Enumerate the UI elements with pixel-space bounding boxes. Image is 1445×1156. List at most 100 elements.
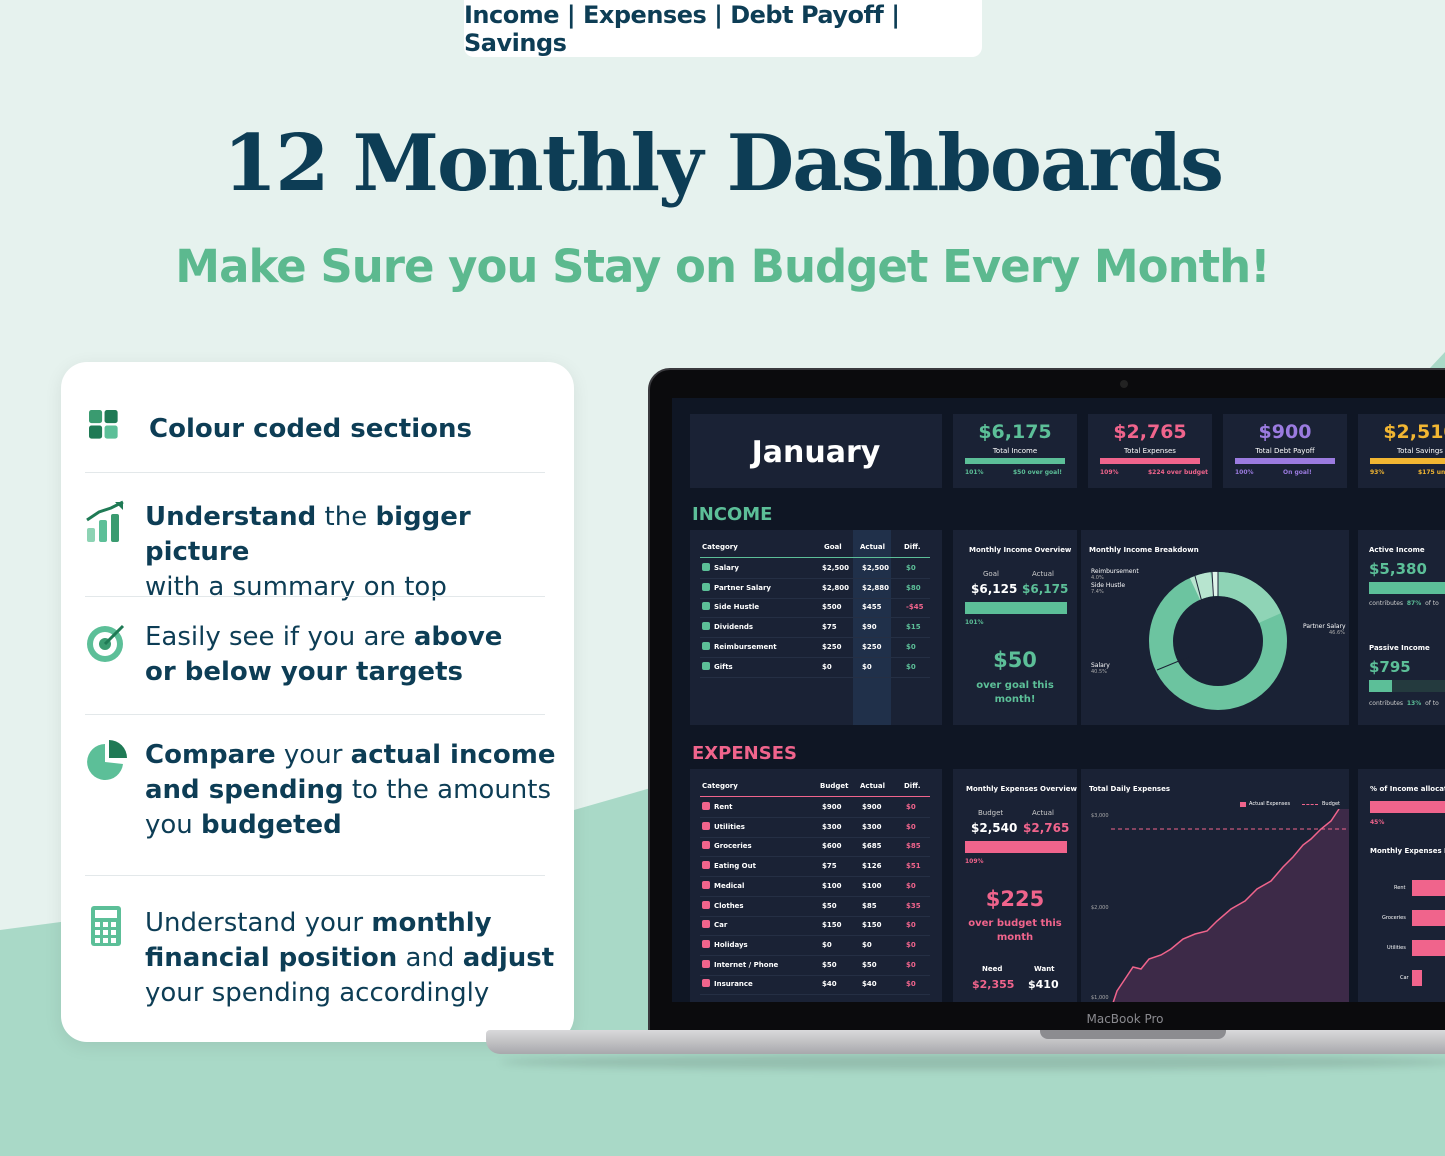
actual-label: Actual [1032, 570, 1054, 578]
page-subtitle: Make Sure you Stay on Budget Every Month… [175, 240, 1270, 293]
allocation-pct: 45% [1370, 819, 1385, 826]
row-category: Insurance [714, 980, 753, 989]
row-actual: $250 [862, 642, 882, 651]
row-actual: $40 [862, 980, 877, 989]
row-actual: $900 [862, 803, 882, 811]
row-goal: $300 [822, 822, 842, 831]
y-tick-1000: $1,000 [1091, 995, 1109, 1001]
feature-5-bold-3: adjust [462, 943, 555, 973]
table-row: Groceries $600 $685 $85 [700, 837, 930, 858]
col-header: Category [702, 543, 738, 551]
target-icon [87, 624, 125, 662]
kpi-pct: 101% [965, 469, 984, 476]
feature-5-text-1: Understand your [145, 908, 372, 938]
expenses-allocation-panel: % of Income allocate 45% Monthly Expense… [1358, 769, 1445, 1002]
category-icon [702, 861, 710, 870]
dashboard-screen: January $6,175 Total Income 101% $50 ove… [672, 398, 1445, 1002]
kpi-note: $50 over goal! [1013, 469, 1063, 476]
row-category: Clothes [714, 901, 744, 910]
feature-3-text-1: Easily see if you are [145, 622, 414, 652]
income-table-header: Category Goal Actual Diff. [700, 538, 930, 558]
kpi-value: $6,175 [978, 421, 1052, 443]
row-goal: $600 [822, 842, 842, 851]
laptop-shadow [500, 1054, 1445, 1070]
divider [85, 875, 545, 876]
legend-partner-salary: Partner Salary [1303, 623, 1346, 630]
row-diff: $0 [906, 960, 916, 969]
bar-label: Car [1400, 975, 1409, 981]
income-progress-bar [965, 602, 1067, 614]
expenses-progress-bar [965, 841, 1067, 853]
income-donut-chart [1149, 571, 1287, 710]
allocation-bar [1370, 801, 1445, 813]
want-value: $410 [1028, 978, 1059, 991]
category-icon [702, 880, 710, 889]
active-income-value: $5,380 [1369, 560, 1427, 578]
feature-2-bold-2: bigger picture [145, 502, 471, 567]
row-category: Utilities [714, 822, 745, 831]
divider [85, 472, 545, 473]
feature-5-text-2: and [397, 943, 463, 973]
kpi-bar [965, 458, 1065, 464]
row-actual: $85 [862, 901, 877, 910]
legend-side-hustle: Side Hustle [1091, 582, 1126, 589]
row-diff: $0 [906, 881, 916, 890]
need-label: Need [982, 965, 1003, 973]
row-actual: $0 [862, 940, 872, 949]
kpi-note: $175 under [1418, 469, 1445, 476]
calculator-icon [91, 906, 121, 946]
bar-groceries [1412, 910, 1445, 926]
row-category: Side Hustle [714, 603, 760, 612]
laptop-base [486, 1030, 1445, 1054]
feature-5-bold-2: financial position [145, 943, 398, 973]
category-icon [702, 920, 710, 929]
bar-label: Rent [1394, 885, 1406, 891]
legend-actual: Actual Expenses [1249, 801, 1291, 807]
col-header: Diff. [904, 782, 921, 790]
laptop-notch [1040, 1030, 1226, 1039]
row-category: Gifts [714, 662, 733, 671]
feature-5-text-3: your spending accordingly [145, 978, 490, 1008]
bar-utilities [1412, 940, 1445, 956]
pie-chart-icon [87, 740, 127, 780]
category-icon [702, 641, 710, 650]
kpi-label: Total Savings [1397, 447, 1443, 455]
category-icon [702, 563, 710, 571]
feature-4-bold-3: and spending [145, 775, 344, 805]
col-header: Diff. [904, 543, 921, 551]
kpi-card: $6,175 Total Income 101% $50 over goal! [953, 414, 1077, 488]
category-icon [702, 582, 710, 591]
table-row: Clothes $50 $85 $35 [700, 897, 930, 917]
bar-car [1412, 970, 1422, 986]
table-row: Medical $100 $100 $0 [700, 877, 930, 897]
passive-contrib: contributes 13% of to [1369, 700, 1439, 707]
expenses-overview-title: Monthly Expenses Overview [966, 785, 1077, 793]
col-header: Category [702, 782, 738, 790]
row-actual: $0 [862, 662, 872, 671]
income-msg-line2: month! [994, 694, 1036, 705]
tagline-text: Income | Expenses | Debt Payoff | Saving… [464, 0, 900, 57]
legend-salary-pct: 40.5% [1091, 669, 1107, 675]
of-total: of to [1425, 700, 1439, 707]
row-actual: $685 [862, 842, 882, 851]
kpi-card: $2,510 Total Savings 93% $175 under [1358, 414, 1445, 488]
active-income-bar [1369, 582, 1445, 594]
category-icon [702, 939, 710, 948]
feature-2-text-1: the [316, 502, 376, 532]
row-goal: $75 [822, 623, 837, 632]
legend-reimbursement: Reimbursement [1091, 568, 1139, 575]
passive-income-bar [1369, 680, 1392, 692]
row-diff: $0 [906, 980, 916, 989]
kpi-label: Total Expenses [1124, 447, 1176, 455]
feature-2-bold-1: Understand [145, 502, 317, 532]
table-row: Reimbursement $250 $250 $0 [700, 638, 930, 658]
row-actual: $150 [862, 921, 882, 930]
row-diff: $0 [906, 940, 916, 949]
expenses-msg-line2: month [996, 932, 1034, 943]
expenses-table: Category Budget Actual Diff. Rent $900 $… [690, 769, 942, 1002]
contrib-label: contributes [1369, 700, 1404, 707]
table-row: Side Hustle $500 $455 -$45 [700, 598, 930, 619]
actual-label: Actual [1032, 809, 1054, 817]
daily-expenses-area [1111, 809, 1349, 1002]
row-category: Eating Out [714, 862, 756, 871]
